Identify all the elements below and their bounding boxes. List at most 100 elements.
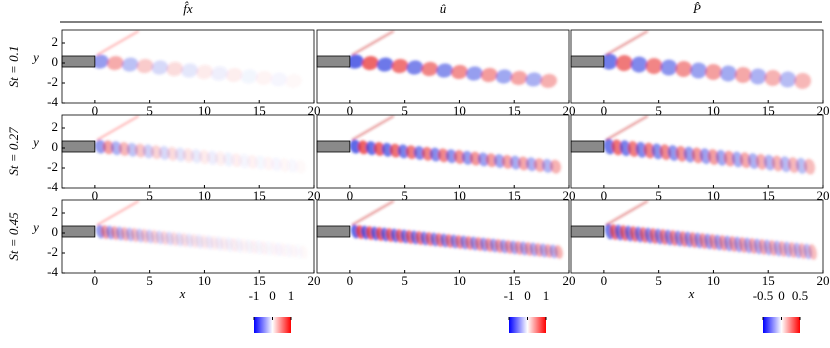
x-tick-label: 0 <box>601 103 608 118</box>
wave-blob <box>437 148 449 163</box>
colorbar-tick-label: 0.5 <box>792 288 808 303</box>
wave-pattern <box>604 200 817 260</box>
wave-blob <box>381 142 393 157</box>
x-tick-label: 5 <box>655 273 662 288</box>
nozzle <box>570 55 605 68</box>
colorbar-tick-label: 1 <box>288 288 295 303</box>
wave-blob <box>269 71 288 88</box>
panel-frame <box>61 199 315 274</box>
panel-title: P̂ <box>692 1 701 16</box>
wave-blob <box>659 144 671 161</box>
wave-pattern <box>91 30 288 88</box>
field <box>351 200 563 259</box>
wave-blob <box>540 73 558 89</box>
wave-blob <box>136 58 154 74</box>
x-tick-label: 20 <box>308 188 321 203</box>
colorbar <box>254 317 291 333</box>
shear-streak <box>605 200 649 226</box>
wave-blob <box>747 153 760 169</box>
shear-streak <box>605 115 649 141</box>
wave-pattern <box>600 30 812 89</box>
nozzle <box>316 225 351 238</box>
wave-pattern <box>351 200 563 259</box>
wave-blob <box>699 148 712 165</box>
shear-streak <box>605 30 649 56</box>
nozzle <box>316 140 351 153</box>
wave-blob <box>413 146 425 160</box>
wave-blob <box>517 156 530 171</box>
wave-blob <box>734 66 752 84</box>
x-tick-label: 10 <box>453 188 466 203</box>
wave-blob <box>549 159 562 174</box>
y-tick-label: 0 <box>52 224 59 239</box>
panel-frame <box>316 199 570 274</box>
x-tick-label: 0 <box>347 188 354 203</box>
wave-blob <box>485 153 497 168</box>
y-axis-label: y <box>31 49 39 64</box>
wave-blob <box>421 61 439 77</box>
x-tick-label: 20 <box>817 103 830 118</box>
panel-frame <box>316 114 570 189</box>
wave-blob <box>210 66 228 81</box>
panel-frame <box>316 29 570 104</box>
wave-blob <box>660 59 678 76</box>
wave-blob <box>749 68 767 85</box>
wave-blob <box>181 63 198 78</box>
x-tick-label: 0 <box>92 103 99 118</box>
wave-blob <box>102 140 114 155</box>
wave-blob <box>683 146 696 163</box>
wave-blob <box>461 150 473 165</box>
x-tick-label: 15 <box>762 188 775 203</box>
wave-blob <box>246 154 259 169</box>
x-tick-label: 10 <box>453 273 466 288</box>
panel-frame <box>61 114 315 189</box>
x-tick-label: 5 <box>655 188 662 203</box>
panel-frame <box>570 199 824 274</box>
x-tick-label: 10 <box>198 188 211 203</box>
x-tick-label: 5 <box>401 273 408 288</box>
x-tick-label: 5 <box>401 188 408 203</box>
wave-blob <box>206 150 218 165</box>
wave-pattern <box>603 115 816 175</box>
wave-blob <box>779 156 792 173</box>
colorbar-tick-label: -1 <box>249 288 260 303</box>
wave-blob <box>166 61 184 77</box>
x-tick-label: 15 <box>762 103 775 118</box>
x-tick-label: 20 <box>308 273 321 288</box>
wave-blob <box>142 144 154 159</box>
wave-blob <box>465 66 483 81</box>
wave-blob <box>150 145 162 160</box>
wave-blob <box>91 54 109 69</box>
wave-blob <box>365 141 377 156</box>
wave-blob <box>477 152 489 167</box>
wave-blob <box>389 143 401 158</box>
shear-streak <box>351 30 395 56</box>
panel-frame <box>570 114 824 189</box>
nozzle <box>61 140 96 153</box>
wave-blob <box>121 57 139 72</box>
wave-blob <box>645 58 663 75</box>
wave-blob <box>230 153 242 168</box>
panel-frame <box>570 29 824 104</box>
wave-blob <box>453 150 465 164</box>
wave-blob <box>705 63 722 81</box>
wave-blob <box>391 58 409 74</box>
field <box>91 30 288 88</box>
wave-blob <box>501 154 514 169</box>
x-tick-label: 5 <box>146 273 153 288</box>
wave-pattern <box>349 115 562 174</box>
wave-blob <box>166 146 178 161</box>
wave-blob <box>715 149 728 166</box>
wave-blob <box>94 139 106 154</box>
field <box>349 115 562 174</box>
wave-blob <box>240 69 258 84</box>
wave-blob <box>357 140 369 155</box>
colorbar-tick-label: 0 <box>524 288 531 303</box>
wave-blob <box>525 157 538 172</box>
colorbar <box>509 317 546 333</box>
wave-blob <box>554 245 563 259</box>
colorbar <box>763 317 800 333</box>
wave-blob <box>643 142 655 159</box>
shear-streak <box>351 200 395 226</box>
y-axis-label: y <box>31 134 39 149</box>
